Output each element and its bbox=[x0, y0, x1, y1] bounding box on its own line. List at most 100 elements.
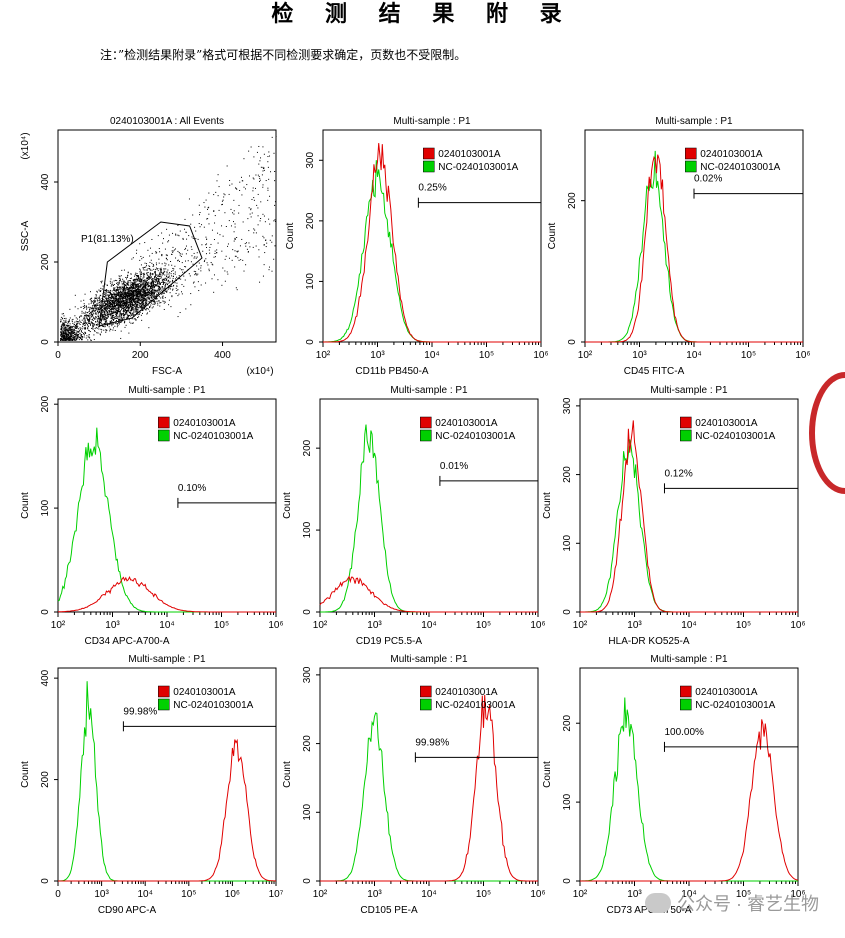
event-point bbox=[175, 257, 177, 259]
event-point bbox=[126, 303, 128, 305]
event-point bbox=[121, 287, 123, 289]
event-point bbox=[159, 271, 161, 273]
event-point bbox=[126, 286, 128, 288]
event-point bbox=[127, 284, 129, 286]
event-point bbox=[156, 268, 158, 270]
event-point bbox=[65, 339, 67, 341]
event-point bbox=[149, 297, 151, 299]
event-point bbox=[97, 326, 99, 328]
x-axis-label: CD45 FITC-A bbox=[624, 366, 685, 377]
event-point bbox=[253, 232, 255, 234]
event-point bbox=[202, 250, 204, 252]
event-point bbox=[113, 314, 115, 316]
event-point bbox=[123, 289, 125, 291]
event-point bbox=[135, 286, 137, 288]
event-point bbox=[105, 307, 107, 309]
event-point bbox=[187, 260, 189, 262]
legend-swatch bbox=[158, 416, 170, 429]
event-point bbox=[86, 314, 88, 316]
event-point bbox=[97, 302, 99, 304]
event-point bbox=[122, 288, 124, 290]
event-point bbox=[152, 273, 154, 275]
event-point bbox=[262, 170, 264, 172]
event-point bbox=[101, 323, 103, 325]
event-point bbox=[174, 271, 176, 273]
event-point bbox=[64, 339, 66, 341]
event-point bbox=[138, 291, 140, 293]
event-point bbox=[207, 218, 209, 220]
event-point bbox=[153, 268, 155, 270]
event-point bbox=[122, 299, 124, 301]
event-point bbox=[95, 309, 97, 311]
event-point bbox=[117, 316, 119, 318]
event-point bbox=[104, 289, 106, 291]
event-point bbox=[66, 333, 68, 335]
event-point bbox=[115, 301, 117, 303]
event-point bbox=[171, 295, 173, 297]
event-point bbox=[122, 289, 124, 291]
event-point bbox=[147, 297, 149, 299]
event-point bbox=[139, 294, 141, 296]
event-point bbox=[141, 300, 143, 302]
event-point bbox=[217, 174, 219, 176]
event-point bbox=[180, 278, 182, 280]
event-point bbox=[256, 204, 258, 206]
event-point bbox=[175, 292, 177, 294]
event-point bbox=[96, 321, 98, 323]
event-point bbox=[67, 333, 69, 335]
event-point bbox=[119, 301, 121, 303]
event-point bbox=[102, 305, 104, 307]
event-point bbox=[80, 334, 82, 336]
event-point bbox=[129, 300, 131, 302]
event-point bbox=[141, 293, 143, 295]
event-point bbox=[124, 326, 126, 328]
event-point bbox=[130, 293, 132, 295]
event-point bbox=[138, 285, 140, 287]
event-point bbox=[178, 260, 180, 262]
event-point bbox=[124, 305, 126, 307]
event-point bbox=[71, 333, 73, 335]
event-point bbox=[179, 230, 181, 232]
event-point bbox=[131, 314, 133, 316]
event-point bbox=[90, 298, 92, 300]
event-point bbox=[66, 335, 68, 337]
event-point bbox=[110, 317, 112, 319]
event-point bbox=[110, 298, 112, 300]
event-point bbox=[103, 299, 105, 301]
event-point bbox=[109, 312, 111, 314]
event-point bbox=[143, 294, 145, 296]
event-point bbox=[115, 299, 117, 301]
event-point bbox=[121, 291, 123, 293]
x-tick-label: 10² bbox=[313, 620, 328, 631]
event-point bbox=[269, 223, 271, 225]
event-point bbox=[100, 323, 102, 325]
event-point bbox=[206, 238, 208, 240]
event-point bbox=[118, 305, 120, 307]
event-point bbox=[107, 305, 109, 307]
event-point bbox=[163, 302, 165, 304]
event-point bbox=[123, 282, 125, 284]
event-point bbox=[68, 337, 70, 339]
event-point bbox=[167, 241, 169, 243]
event-point bbox=[151, 298, 153, 300]
event-point bbox=[152, 288, 154, 290]
event-point bbox=[122, 317, 124, 319]
event-point bbox=[123, 311, 125, 313]
plot-title: 0240103001A : All Events bbox=[110, 116, 224, 127]
event-point bbox=[74, 294, 76, 296]
event-point bbox=[98, 309, 100, 311]
event-point bbox=[141, 273, 143, 275]
event-point bbox=[221, 250, 223, 252]
event-point bbox=[136, 312, 138, 314]
event-point bbox=[152, 294, 154, 296]
event-point bbox=[145, 282, 147, 284]
event-point bbox=[104, 296, 106, 298]
event-point bbox=[195, 257, 197, 259]
x-tick-label: 10³ bbox=[627, 620, 642, 631]
event-point bbox=[65, 333, 67, 335]
event-point bbox=[257, 224, 259, 226]
event-point bbox=[77, 308, 79, 310]
event-point bbox=[74, 337, 76, 339]
event-point bbox=[135, 300, 137, 302]
event-point bbox=[161, 293, 163, 295]
